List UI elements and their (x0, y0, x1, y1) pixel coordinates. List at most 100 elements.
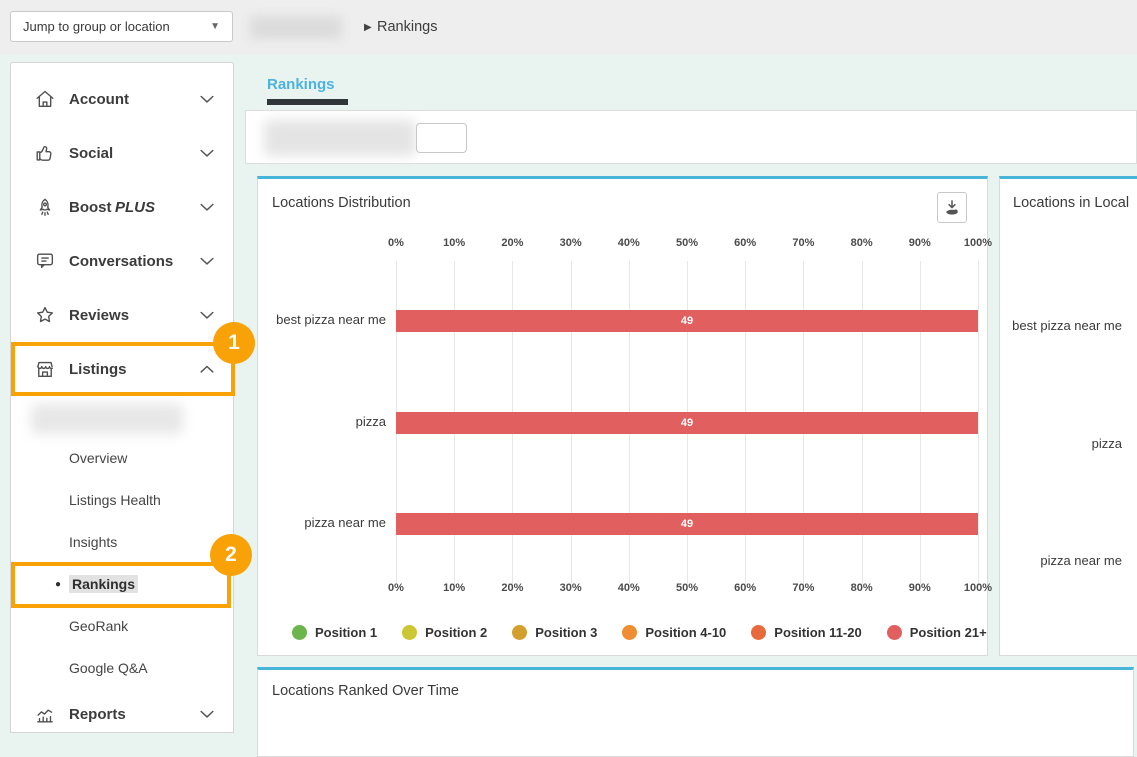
x-tick-label: 20% (501, 582, 524, 594)
legend-item-position-3: Position 3 (512, 624, 598, 640)
sidebar-item-account[interactable]: Account (11, 76, 233, 122)
legend-dot-icon (292, 624, 307, 640)
step-badge-2: 2 (210, 534, 252, 576)
legend-label: Position 11-20 (774, 624, 862, 640)
redacted-breadcrumb-segment (250, 16, 342, 39)
plus-suffix: PLUS (115, 198, 156, 216)
jump-select-label: Jump to group or location (23, 19, 170, 34)
category-label: pizza (355, 414, 386, 429)
jump-to-group-select[interactable]: Jump to group or location ▼ (10, 11, 233, 42)
x-tick-label: 100% (963, 582, 993, 594)
bar-value-label: 49 (680, 315, 694, 327)
legend-label: Position 3 (535, 624, 598, 640)
legend-label: Position 21+ (909, 624, 987, 640)
tab-active-underline (267, 99, 348, 105)
sidebar: Account Social Boost PLUS Conversations Revi… (10, 62, 255, 733)
legend-dot-icon (622, 624, 638, 640)
sidebar-subitem-listings-health[interactable]: Listings Health (11, 486, 233, 514)
panel-title-over-time: Locations Ranked Over Time (272, 683, 459, 699)
sidebar-subitem-label: Listings Health (69, 492, 161, 508)
legend-item-position-2: Position 2 (402, 624, 488, 640)
sidebar-item-label: Social (69, 144, 114, 162)
sidebar-subitem-label: Insights (69, 534, 118, 550)
sidebar-item-label: Account (69, 90, 129, 108)
locations-ranked-over-time-panel: Locations Ranked Over Time (257, 667, 1134, 757)
step-badge-1: 1 (213, 322, 255, 364)
rocket-icon (34, 196, 56, 218)
sidebar-item-social[interactable]: Social (11, 130, 233, 176)
gridline (978, 261, 979, 584)
filter-toolbar (245, 110, 1137, 164)
legend-item-position-1: Position 1 (292, 624, 377, 640)
x-tick-label: 30% (559, 582, 582, 594)
sidebar-subitem-overview[interactable]: Overview (11, 444, 233, 472)
sidebar-subitem-georank[interactable]: GeoRank (11, 612, 233, 640)
chevron-down-icon (197, 704, 217, 724)
x-axis-bottom: 0% 10% 20% 30% 40% 50% 60% 70% 80% 90% 100% (388, 582, 992, 598)
bar-pizza-near-me[interactable]: 49 (396, 513, 978, 535)
download-button[interactable] (937, 192, 967, 223)
category-label: pizza near me (304, 515, 386, 530)
filter-input-box[interactable] (416, 123, 467, 153)
sidebar-subitem-google-q-a[interactable]: Google Q&A (11, 654, 233, 682)
x-tick-label: 60% (734, 237, 757, 249)
topbar: Jump to group or location ▼ ▶ Rankings (0, 0, 1137, 55)
sidebar-subitem-label: GeoRank (69, 618, 129, 634)
legend-dot-icon (402, 624, 418, 640)
x-tick-label: 40% (617, 237, 640, 249)
redacted-filter-control (264, 120, 416, 156)
x-tick-label: 50% (675, 237, 699, 249)
download-icon (946, 199, 958, 215)
bar-chart-plot: 49 49 49 (396, 261, 979, 584)
bar-value-label: 49 (680, 417, 694, 429)
sidebar-item-label: Boost (69, 198, 112, 216)
thumbs-up-icon (34, 142, 56, 164)
legend-item-position-11-20: Position 11-20 (751, 624, 862, 640)
local-category-label: pizza (1091, 436, 1122, 451)
active-bullet-icon: ● (55, 578, 62, 590)
sidebar-subitem-label: Google Q&A (69, 660, 148, 676)
sidebar-item-reviews[interactable]: Reviews (11, 292, 233, 338)
x-tick-label: 80% (850, 582, 873, 594)
x-tick-label: 30% (559, 237, 582, 249)
x-tick-label: 90% (908, 582, 931, 594)
locations-in-local-panel: Locations in Local best pizza near me piz… (999, 176, 1137, 656)
panel-title-distribution: Locations Distribution (272, 195, 411, 211)
bar-pizza[interactable]: 49 (396, 412, 978, 434)
tab-rankings[interactable]: Rankings (267, 76, 335, 93)
sidebar-subitem-insights[interactable]: Insights (11, 528, 233, 556)
sidebar-subitem-rankings[interactable]: ● Rankings (11, 570, 233, 598)
x-tick-label: 60% (734, 582, 757, 594)
legend-label: Position 2 (425, 624, 488, 640)
legend-label: Position 4-10 (645, 624, 727, 640)
x-tick-label: 70% (792, 237, 815, 249)
category-label: best pizza near me (276, 312, 386, 327)
breadcrumb-current: Rankings (377, 19, 438, 35)
caret-down-icon: ▼ (210, 21, 220, 32)
redacted-sidebar-subitem (31, 404, 183, 434)
x-tick-label: 70% (792, 582, 815, 594)
x-tick-label: 20% (501, 237, 524, 249)
legend-item-position-21-: Position 21+ (886, 624, 987, 640)
speech-bubble-icon (34, 250, 56, 272)
sidebar-item-label: Reviews (69, 306, 130, 324)
sidebar-item-label: Conversations (69, 252, 174, 270)
local-category-label: best pizza near me (1012, 318, 1122, 333)
sidebar-subitem-label: Overview (69, 450, 128, 466)
sidebar-subitem-label: Rankings (69, 575, 139, 593)
chevron-down-icon (197, 251, 217, 271)
chevron-up-icon (197, 359, 217, 379)
x-tick-label: 0% (388, 582, 404, 594)
sidebar-item-listings[interactable]: Listings (11, 346, 233, 392)
sidebar-item-reports[interactable]: Reports (11, 691, 233, 737)
sidebar-item-boost[interactable]: Boost PLUS (11, 184, 233, 230)
x-tick-label: 40% (617, 582, 640, 594)
bar-best-pizza-near-me[interactable]: 49 (396, 310, 978, 332)
chevron-down-icon (197, 89, 217, 109)
sidebar-item-label: Listings (69, 360, 127, 378)
x-tick-label: 80% (850, 237, 873, 249)
home-icon (34, 88, 56, 110)
sidebar-item-conversations[interactable]: Conversations (11, 238, 233, 284)
breadcrumb-arrow-icon: ▶ (364, 22, 372, 33)
x-tick-label: 10% (443, 582, 466, 594)
